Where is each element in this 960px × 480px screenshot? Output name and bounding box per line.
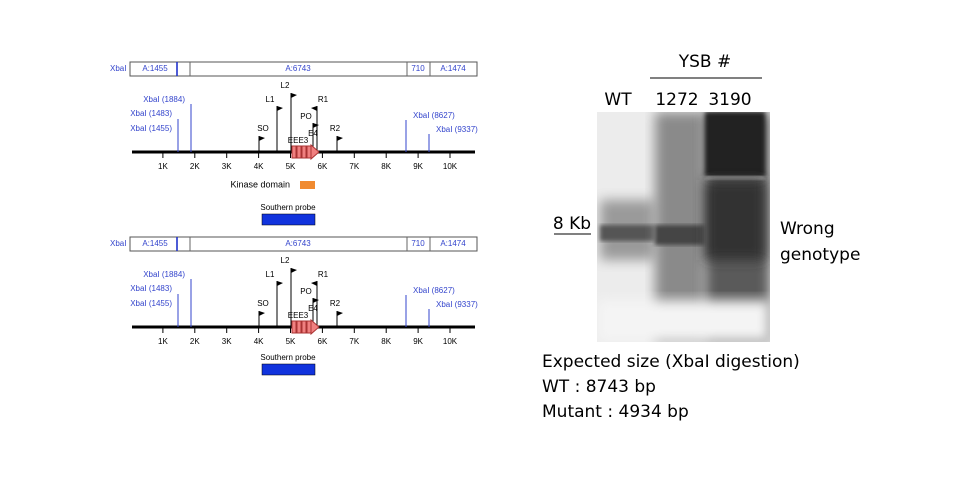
- primer-flag: [277, 281, 283, 286]
- fragment-bar: [129, 236, 478, 252]
- axis-tick-label: 5K: [286, 162, 296, 171]
- fragment-label: 710: [411, 239, 425, 248]
- group-label: YSB #: [678, 52, 732, 72]
- lane-label: WT: [604, 90, 632, 110]
- fragment-label: A:1474: [440, 239, 466, 248]
- axis-tick-label: 8K: [381, 162, 391, 171]
- primer-label: R1: [318, 95, 329, 104]
- fragment-label: A:6743: [285, 239, 311, 248]
- primer-label: R2: [330, 124, 341, 133]
- exon: [291, 320, 297, 334]
- primer-flag: [259, 136, 265, 141]
- site-label: XbaI (1483): [130, 109, 172, 118]
- domain-box: [300, 181, 315, 189]
- site-label: XbaI (8627): [413, 111, 455, 120]
- site-label: XbaI (1455): [130, 299, 172, 308]
- exon-label: E4: [308, 304, 318, 313]
- axis-tick-label: 1K: [158, 162, 168, 171]
- primer-label: L2: [281, 81, 290, 90]
- probe-label: Southern probe: [260, 203, 316, 212]
- primer-flag: [337, 311, 343, 316]
- site-label: XbaI (9337): [436, 300, 478, 309]
- fragment-label: A:1455: [142, 239, 168, 248]
- caption-line: Mutant : 4934 bp: [542, 402, 689, 422]
- probe-box: [261, 363, 316, 376]
- axis-tick-label: 10K: [443, 337, 458, 346]
- exon: [306, 145, 312, 159]
- axis-tick-label: 3K: [222, 162, 232, 171]
- primer-flag: [291, 268, 297, 273]
- primer-label: PO: [300, 287, 312, 296]
- exon: [301, 145, 307, 159]
- exon: [296, 320, 302, 334]
- xbai-label: XbaI: [110, 64, 126, 73]
- primer-flag: [291, 93, 297, 98]
- probe-box: [261, 213, 316, 226]
- exon: [296, 145, 302, 159]
- caption-line: Expected size (XbaI digestion): [542, 352, 800, 372]
- primer-label: L1: [266, 95, 275, 104]
- exon: [291, 145, 297, 159]
- axis-tick-label: 1K: [158, 337, 168, 346]
- axis-tick-label: 6K: [318, 162, 328, 171]
- primer-flag: [311, 281, 317, 286]
- primer-label: L1: [266, 270, 275, 279]
- axis-tick-label: 2K: [190, 162, 200, 171]
- fragment-label: A:1455: [142, 64, 168, 73]
- axis-tick-label: 2K: [190, 337, 200, 346]
- primer-label: PO: [300, 112, 312, 121]
- axis-tick-label: 7K: [349, 162, 359, 171]
- primer-label: R2: [330, 299, 341, 308]
- exon: [301, 320, 307, 334]
- fragment-bar: [129, 61, 478, 77]
- exon-label: EEE3: [288, 136, 309, 145]
- probe-label: Southern probe: [260, 353, 316, 362]
- annotation: Wrong: [780, 219, 835, 239]
- exon-arrow: [310, 143, 320, 161]
- primer-flag: [277, 106, 283, 111]
- axis-tick-label: 5K: [286, 337, 296, 346]
- primer-flag: [259, 311, 265, 316]
- axis-tick-label: 6K: [318, 337, 328, 346]
- axis-tick-label: 8K: [381, 337, 391, 346]
- exon-label: EEE3: [288, 311, 309, 320]
- axis-tick-label: 4K: [254, 162, 264, 171]
- primer-flag: [313, 123, 319, 128]
- blot-image: [597, 112, 770, 342]
- lane-label: 3190: [708, 90, 751, 110]
- exon-arrow: [310, 318, 320, 336]
- fragment-label: A:1474: [440, 64, 466, 73]
- site-label: XbaI (1884): [143, 270, 185, 279]
- axis-tick-label: 3K: [222, 337, 232, 346]
- domain-label: Kinase domain: [230, 179, 290, 189]
- lane-label: 1272: [655, 90, 698, 110]
- primer-flag: [311, 106, 317, 111]
- axis-tick-label: 7K: [349, 337, 359, 346]
- site-label: XbaI (8627): [413, 286, 455, 295]
- axis-tick-label: 10K: [443, 162, 458, 171]
- site-label: XbaI (9337): [436, 125, 478, 134]
- annotation: genotype: [780, 245, 860, 265]
- fragment-label: 710: [411, 64, 425, 73]
- primer-label: R1: [318, 270, 329, 279]
- site-label: XbaI (1483): [130, 284, 172, 293]
- exon-label: E4: [308, 129, 318, 138]
- marker-label: 8 Kb: [553, 214, 591, 234]
- primer-flag: [313, 298, 319, 303]
- primer-label: L2: [281, 256, 290, 265]
- primer-flag: [337, 136, 343, 141]
- fragment-label: A:6743: [285, 64, 311, 73]
- primer-label: SO: [257, 124, 269, 133]
- site-label: XbaI (1884): [143, 95, 185, 104]
- axis-tick-label: 9K: [413, 337, 423, 346]
- caption-line: WT : 8743 bp: [542, 377, 656, 397]
- primer-label: SO: [257, 299, 269, 308]
- xbai-label: XbaI: [110, 239, 126, 248]
- site-label: XbaI (1455): [130, 124, 172, 133]
- axis-tick-label: 9K: [413, 162, 423, 171]
- exon: [306, 320, 312, 334]
- axis-tick-label: 4K: [254, 337, 264, 346]
